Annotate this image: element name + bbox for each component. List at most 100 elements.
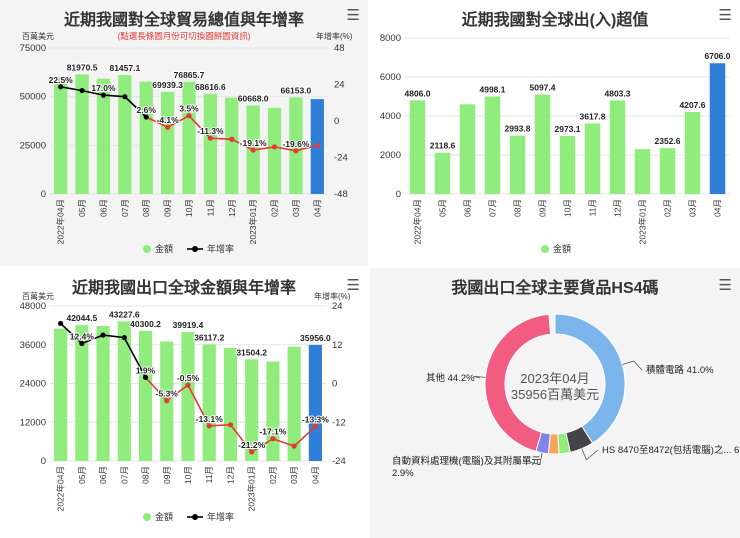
bar-data-label: 68616.6 — [195, 82, 226, 92]
x-tick-label: 04月 — [312, 199, 322, 217]
bar — [509, 135, 526, 194]
bar-data-label: 66153.0 — [281, 85, 312, 95]
growth-point — [185, 382, 191, 388]
bar-data-label: 2118.6 — [430, 141, 456, 151]
chart-svg[interactable]: 0 25000 50000 75000 -48 -24 0 24 48 2022年04月 05月 06… — [0, 0, 368, 266]
y2-tick-label: -24 — [334, 153, 348, 164]
growth-point — [79, 87, 85, 94]
x-tick-label: 05月 — [77, 466, 87, 484]
y2-tick-label: 0 — [334, 116, 339, 127]
growth-point — [271, 144, 278, 150]
y2-axis-unit: 年增率(%) — [316, 31, 353, 41]
y2-tick-label: 0 — [332, 379, 337, 390]
chart-title: 近期我國對全球貿易總值與年增率 — [63, 12, 304, 29]
bar — [54, 77, 68, 194]
growth-data-label: -0.5% — [177, 373, 200, 383]
y2-tick-label: 48 — [334, 43, 345, 54]
y2-tick-label: 24 — [334, 80, 345, 91]
y2-axis-unit: 年增率(%) — [314, 291, 351, 301]
bar — [117, 321, 131, 461]
x-tick-label: 11月 — [588, 199, 598, 216]
connector-line — [622, 360, 643, 371]
y-tick-label: 48000 — [20, 301, 46, 312]
x-tick-label: 04月 — [713, 199, 723, 217]
x-tick-label: 12月 — [227, 199, 237, 217]
y2-tick-label: -24 — [332, 456, 346, 467]
x-tick-label: 10月 — [563, 199, 573, 217]
growth-data-label: 1.9% — [136, 365, 156, 375]
y2-tick-label: -12 — [332, 417, 346, 428]
bar — [267, 107, 282, 194]
y-axis-unit: 百萬美元 — [22, 31, 54, 41]
bar — [409, 100, 426, 194]
x-tick-label: 06月 — [98, 199, 108, 217]
y-tick-label: 36000 — [20, 340, 46, 351]
growth-point — [229, 136, 235, 142]
growth-point — [249, 449, 255, 455]
growth-point — [79, 340, 85, 347]
x-tick-label: 02月 — [663, 199, 673, 217]
pie-slice — [484, 313, 552, 452]
growth-point — [100, 92, 107, 98]
x-tick-label: 07月 — [488, 199, 498, 217]
bar — [287, 346, 301, 461]
x-tick-label: 08月 — [141, 466, 151, 484]
hamburger-menu-icon[interactable]: ☰ — [346, 7, 360, 24]
bar-data-label: 39919.4 — [173, 320, 204, 330]
hamburger-menu-icon[interactable]: ☰ — [718, 277, 732, 294]
legend-label: 金額 — [155, 243, 173, 254]
y-tick-label: 25000 — [20, 140, 46, 151]
x-tick-label: 02月 — [270, 199, 280, 217]
hamburger-menu-icon[interactable]: ☰ — [346, 277, 360, 294]
bar-data-label: 81457.1 — [109, 63, 140, 73]
bar-data-label: 2993.8 — [505, 124, 531, 134]
growth-data-label: -19.1% — [240, 138, 267, 148]
x-tick-label: 05月 — [77, 199, 87, 217]
bar-data-label: 3617.8 — [580, 111, 606, 121]
growth-data-label: 2.6% — [137, 105, 157, 115]
legend-label: 年增率 — [207, 243, 234, 254]
x-tick-label: 2023年01月 — [248, 199, 258, 244]
chart-panel-export: 近期我國出口全球金額與年增率 ☰ 0 12000 24000 36000 48000 -2… — [0, 268, 368, 538]
bar — [75, 325, 89, 461]
legend-label: 金額 — [553, 243, 571, 254]
bar-data-label: 69939.3 — [152, 80, 183, 90]
chart-hint: (點選長條圖月份可切換圓餅圖資訊) — [117, 31, 251, 41]
x-tick-label: 08月 — [513, 199, 523, 217]
bar-data-label: 4803.3 — [605, 88, 631, 98]
hamburger-menu-icon[interactable]: ☰ — [718, 7, 732, 24]
growth-data-label: 3.5% — [179, 104, 199, 114]
bar-data-label: 2973.1 — [555, 124, 581, 134]
x-tick-label: 10月 — [184, 199, 194, 217]
chart-title: 我國出口全球主要貨品HS4碼 — [451, 280, 659, 297]
bar — [459, 104, 476, 194]
bar-data-label: 42044.5 — [66, 313, 97, 323]
growth-point — [206, 423, 212, 429]
x-tick-label: 10月 — [183, 466, 193, 484]
bar — [484, 96, 501, 194]
growth-data-label: -19.6% — [282, 139, 309, 149]
y-axis-unit: 百萬美元 — [22, 291, 54, 301]
pie-center-total: 35956百萬美元 — [511, 387, 599, 402]
x-tick-label: 2022年04月 — [413, 199, 423, 244]
growth-data-label: -17.1% — [259, 427, 286, 437]
chart-svg[interactable]: 0 2000 4000 6000 8000 2022年04月 05月 06月 07月 08月 09月… — [370, 0, 740, 266]
x-tick-label: 04月 — [310, 466, 320, 484]
growth-point — [58, 320, 64, 327]
x-tick-label: 12月 — [225, 466, 235, 484]
bar-data-label: 4998.1 — [480, 85, 506, 95]
legend-label: 金額 — [155, 511, 173, 522]
bar-data-label: 6706.0 — [705, 51, 731, 61]
chart-title: 近期我國出口全球金額與年增率 — [71, 280, 296, 297]
growth-point — [58, 84, 64, 90]
growth-data-label: -5.3% — [156, 389, 179, 399]
x-tick-label: 11月 — [204, 466, 214, 483]
bar — [54, 328, 68, 461]
bar — [223, 347, 238, 461]
bar — [684, 111, 701, 194]
chart-svg[interactable]: 0 12000 24000 36000 48000 -24 -12 0 12 24 2022年04月… — [0, 268, 368, 538]
chart-panel-hs4-pie: 我國出口全球主要貨品HS4碼 ☰ 2023年04月 35956百萬美元 積體電路 4… — [370, 268, 740, 538]
bar-data-label: 76865.7 — [174, 70, 205, 80]
bar — [181, 332, 195, 461]
